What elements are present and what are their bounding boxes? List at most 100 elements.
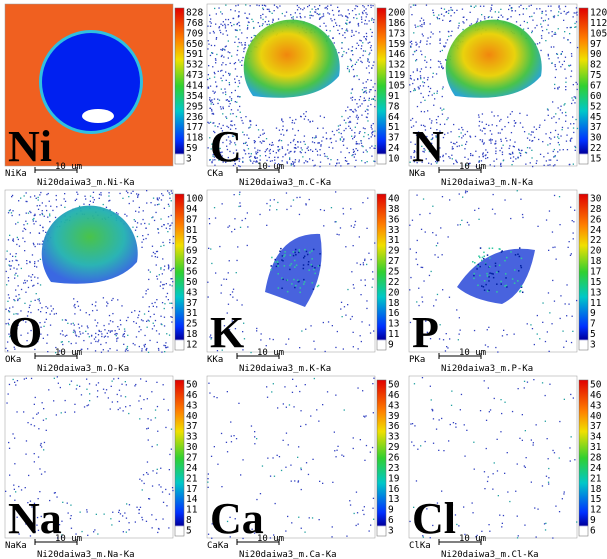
signal-dot: [323, 322, 324, 323]
signal-dot: [211, 45, 212, 46]
signal-dot: [225, 25, 226, 26]
signal-dot: [9, 297, 10, 298]
signal-dot: [320, 209, 321, 210]
signal-dot: [159, 484, 160, 485]
signal-dot: [539, 8, 540, 9]
signal-dot: [365, 90, 366, 91]
signal-dot: [75, 200, 76, 201]
signal-dot: [54, 378, 55, 379]
signal-dot: [77, 194, 78, 195]
signal-dot: [416, 252, 417, 253]
signal-dot: [317, 8, 318, 9]
signal-dot: [416, 301, 417, 302]
signal-dot: [224, 24, 225, 25]
signal-dot: [29, 261, 30, 262]
signal-dot: [236, 438, 237, 439]
signal-dot: [14, 463, 15, 464]
signal-dot: [156, 264, 157, 265]
signal-dot: [152, 485, 153, 486]
signal-dot: [358, 106, 359, 107]
signal-dot: [36, 266, 37, 267]
signal-dot: [371, 19, 372, 20]
signal-dot: [435, 299, 436, 300]
signal-dot: [222, 107, 223, 108]
signal-dot: [501, 526, 502, 527]
signal-dot: [147, 461, 148, 462]
signal-dot: [509, 5, 510, 6]
signal-dot: [490, 139, 491, 140]
signal-dot: [148, 498, 149, 499]
signal-dot: [138, 400, 139, 401]
signal-dot: [518, 388, 519, 389]
signal-dot: [509, 148, 510, 149]
signal-dot: [8, 442, 9, 443]
signal-dot: [225, 19, 226, 20]
signal-dot: [312, 151, 313, 152]
signal-dot: [16, 253, 17, 254]
signal-dot: [144, 313, 145, 314]
signal-dot: [574, 459, 575, 460]
signal-dot: [570, 460, 571, 461]
signal-dot: [484, 380, 485, 381]
signal-dot: [358, 24, 359, 25]
signal-dot: [371, 259, 372, 260]
signal-dot: [530, 134, 531, 135]
signal-dot: [410, 46, 411, 47]
signal-dot: [358, 524, 359, 525]
signal-dot: [262, 140, 263, 141]
signal-dot: [343, 348, 344, 349]
signal-dot: [34, 261, 35, 262]
signal-dot: [548, 32, 549, 33]
signal-dot: [162, 258, 163, 259]
signal-dot: [423, 85, 424, 86]
signal-dot: [215, 217, 216, 218]
signal-dot: [554, 164, 555, 165]
signal-dot: [554, 301, 555, 302]
signal-dot: [239, 29, 240, 30]
signal-dot: [145, 238, 146, 239]
signal-dot: [127, 335, 128, 336]
signal-dot: [488, 327, 489, 328]
signal-dot: [236, 260, 237, 261]
signal-dot: [112, 313, 113, 314]
signal-dot: [500, 163, 501, 164]
signal-dot: [367, 198, 368, 199]
signal-dot: [152, 446, 153, 447]
signal-dot: [287, 149, 288, 150]
signal-dot: [520, 155, 521, 156]
signal-dot: [87, 348, 88, 349]
signal-dot: [425, 56, 426, 57]
signal-dot: [27, 422, 28, 423]
signal-dot: [476, 268, 478, 270]
signal-dot: [559, 224, 560, 225]
signal-dot: [85, 198, 86, 199]
signal-dot: [158, 529, 159, 530]
signal-dot: [303, 283, 305, 285]
color-bar-tick: 40: [590, 411, 602, 422]
signal-dot: [507, 19, 508, 20]
signal-dot: [229, 101, 230, 102]
signal-dot: [24, 280, 25, 281]
signal-dot: [458, 129, 459, 130]
signal-dot: [299, 197, 300, 198]
signal-dot: [540, 50, 541, 51]
signal-dot: [479, 266, 481, 268]
signal-dot: [369, 91, 370, 92]
signal-dot: [169, 192, 170, 193]
signal-dot: [375, 100, 376, 101]
signal-dot: [420, 85, 421, 86]
signal-dot: [519, 150, 520, 151]
signal-dot: [234, 63, 235, 64]
signal-dot: [221, 486, 222, 487]
file-name: Ni20daiwa3_m.Ca-Ka: [239, 550, 337, 559]
signal-dot: [446, 346, 447, 347]
signal-dot: [49, 201, 50, 202]
signal-dot: [169, 198, 170, 199]
signal-dot: [149, 223, 150, 224]
signal-dot: [418, 87, 419, 88]
signal-dot: [362, 12, 363, 13]
signal-dot: [565, 112, 566, 113]
signal-dot: [217, 103, 218, 104]
signal-dot: [436, 93, 437, 94]
signal-dot: [363, 136, 364, 137]
